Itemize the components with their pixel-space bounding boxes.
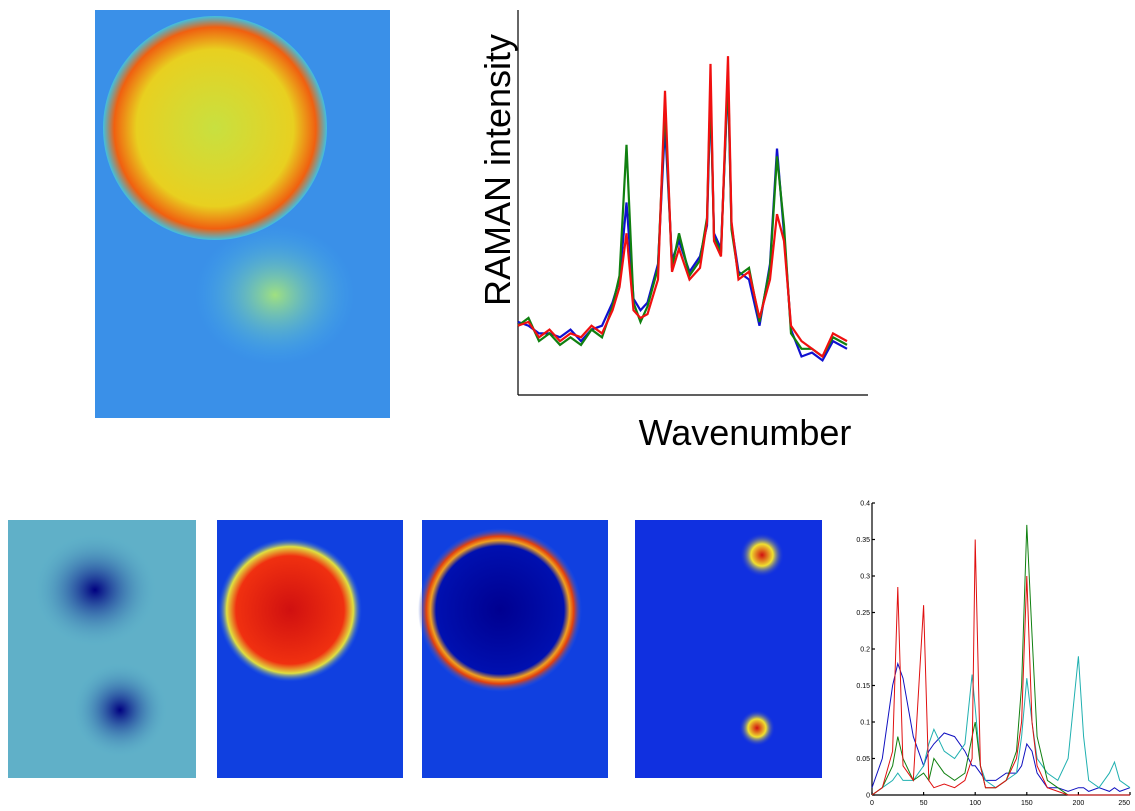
y-tick-label: 0.2 xyxy=(860,647,870,654)
heatmap-blob xyxy=(103,16,327,240)
x-axis-label: Wavenumber xyxy=(639,412,852,453)
heatmap-blob xyxy=(70,660,170,760)
x-tick-label: 150 xyxy=(1021,800,1033,807)
series-line xyxy=(517,56,848,359)
series-line xyxy=(517,79,848,363)
y-tick-label: 0.4 xyxy=(860,501,870,508)
y-tick-label: 0 xyxy=(866,793,870,800)
heatmap-blob xyxy=(740,533,784,577)
heatmap-blob xyxy=(418,528,582,692)
y-tick-label: 0.1 xyxy=(860,720,870,727)
y-tick-label: 0.25 xyxy=(856,610,870,617)
y-tick-label: 0.15 xyxy=(856,683,870,690)
y-tick-label: 0.05 xyxy=(856,756,870,763)
x-tick-label: 50 xyxy=(920,800,928,807)
heatmap-4 xyxy=(635,520,822,778)
x-tick-label: 250 xyxy=(1118,800,1130,807)
heatmaps xyxy=(8,10,822,778)
y-tick-label: 0.3 xyxy=(860,574,870,581)
y-tick-label: 0.35 xyxy=(856,537,870,544)
series-line xyxy=(517,71,848,359)
x-tick-label: 200 xyxy=(1073,800,1085,807)
heatmap-blob xyxy=(30,530,160,650)
series-line xyxy=(871,539,1130,796)
x-tick-label: 100 xyxy=(969,800,981,807)
x-tick-label: 0 xyxy=(870,800,874,807)
heatmap-blob xyxy=(739,710,775,746)
y-axis-label: RAMAN intensity xyxy=(477,34,518,306)
heatmap-blob xyxy=(195,225,355,365)
series-line xyxy=(871,524,1130,796)
heatmap-blob xyxy=(218,538,362,682)
series-line xyxy=(871,661,1131,792)
